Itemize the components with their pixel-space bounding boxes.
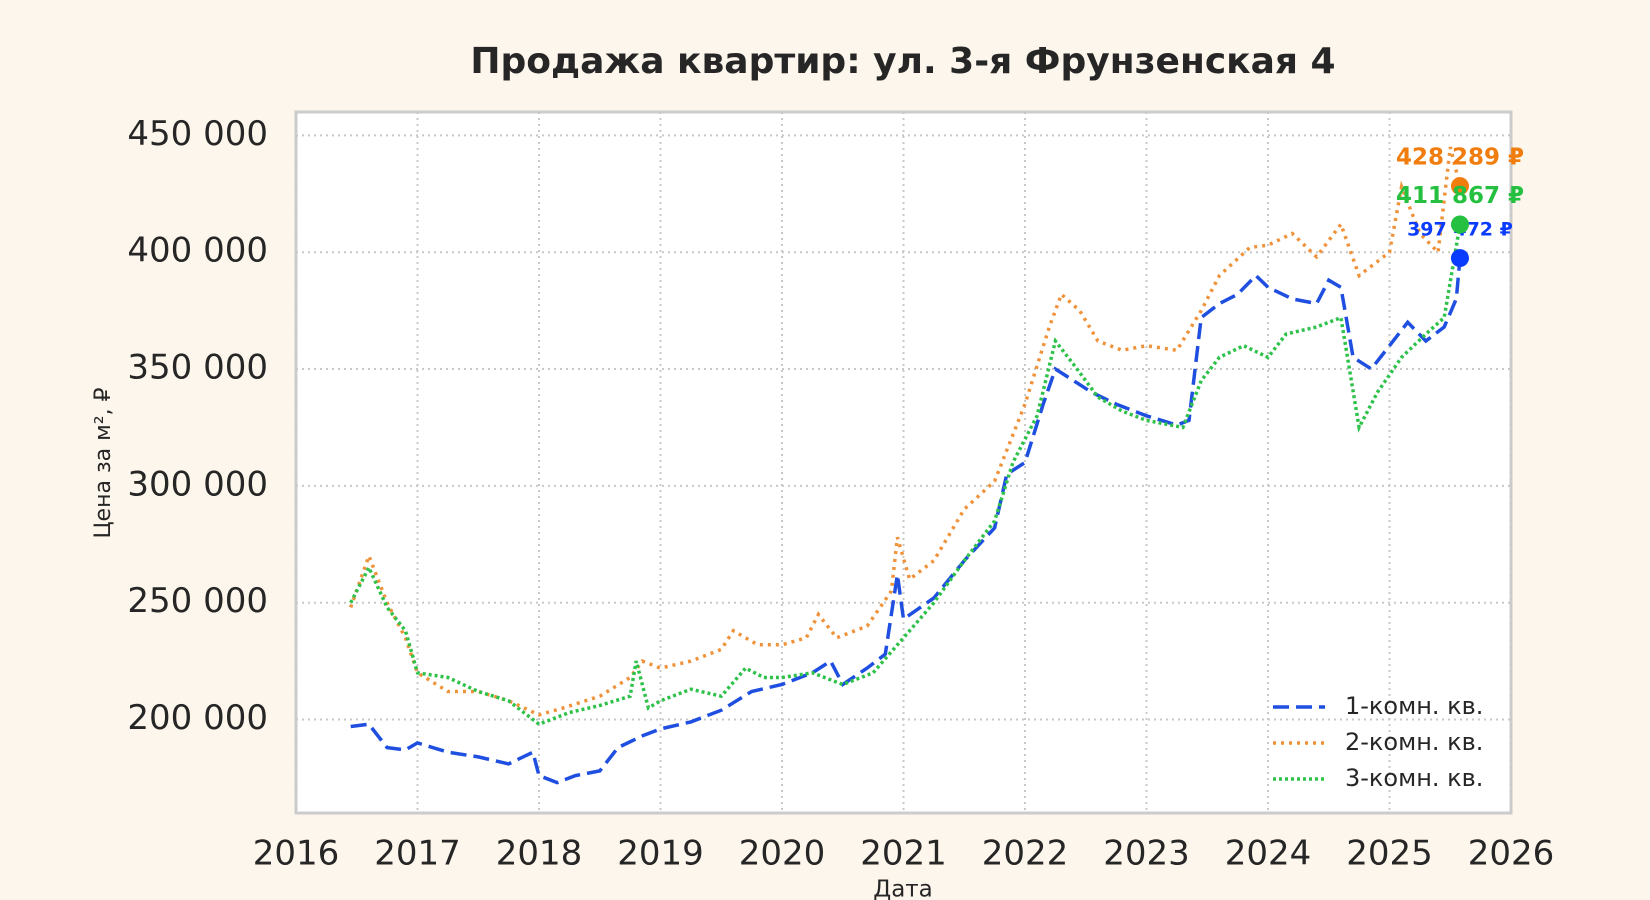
value-label: 428 289 ₽ [1396, 145, 1524, 171]
y-tick-label: 450 000 [127, 114, 268, 154]
x-tick-label: 2016 [253, 834, 340, 874]
x-tick-label: 2018 [496, 834, 583, 874]
x-tick-label: 2017 [374, 834, 461, 874]
legend-label: 1-комн. кв. [1345, 692, 1483, 720]
x-axis-label: Дата [873, 877, 933, 900]
x-tick-label: 2026 [1468, 834, 1555, 874]
x-tick-label: 2025 [1346, 834, 1433, 874]
x-tick-label: 2019 [617, 834, 704, 874]
y-tick-label: 350 000 [127, 348, 268, 388]
series-line [349, 146, 1462, 717]
y-tick-label: 250 000 [127, 581, 268, 621]
end-marker [1450, 249, 1469, 268]
end-marker [1450, 215, 1469, 234]
x-tick-label: 2024 [1225, 834, 1312, 874]
x-tick-label: 2021 [860, 834, 947, 874]
end-marker [1450, 177, 1469, 196]
x-tick-label: 2023 [1103, 834, 1190, 874]
series-line [349, 224, 1462, 727]
legend-label: 2-комн. кв. [1345, 728, 1483, 756]
y-tick-label: 400 000 [127, 231, 268, 271]
y-tick-label: 300 000 [127, 464, 268, 504]
chart-title: Продажа квартир: ул. 3-я Фрунзенская 4 [470, 41, 1335, 82]
legend-label: 3-комн. кв. [1345, 764, 1483, 792]
y-axis-label: Цена за м², ₽ [91, 387, 116, 538]
value-label: 411 867 ₽ [1396, 183, 1524, 209]
x-tick-label: 2020 [739, 834, 826, 874]
x-tick-label: 2022 [982, 834, 1069, 874]
y-tick-label: 200 000 [127, 698, 268, 738]
